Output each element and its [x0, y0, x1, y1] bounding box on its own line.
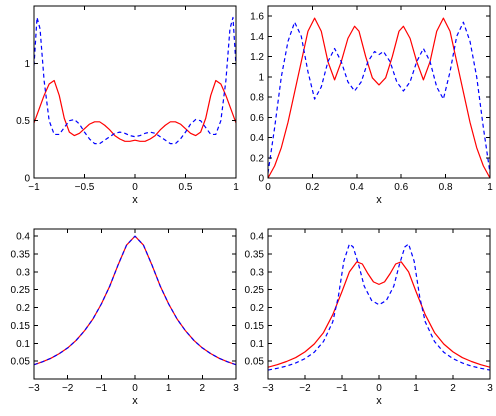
x-tick-label: −1	[336, 383, 348, 394]
x-tick-label: −1	[96, 383, 108, 394]
x-tick-label: 3	[487, 383, 493, 394]
x-tick-label: 3	[233, 383, 239, 394]
y-tick-label: 0.35	[245, 250, 265, 261]
y-tick-label: 0.1	[16, 339, 30, 350]
plot-area	[34, 235, 236, 366]
x-axis-label: x	[132, 395, 138, 407]
chart-panel-bottom-left: −3 −2 −1 0 1 2 3 0.05 0.1 0.15 0.2 0.25 0.3 0.35 0.4 x	[11, 228, 239, 407]
x-axis-label: x	[376, 194, 382, 206]
y-tick-label: 1.2	[250, 52, 264, 63]
chart-panel-bottom-right: −3 −2 −1 0 1 2 3 0.05 0.1 0.15 0.2 0.25 0.3 0.35 0.4 x	[245, 228, 493, 407]
axes-frame	[267, 5, 491, 179]
y-tick-label: 0.25	[11, 285, 31, 296]
y-tick-label: 0.05	[11, 357, 31, 368]
y-tick-label: 0.25	[245, 285, 265, 296]
x-tick-label: −2	[62, 383, 74, 394]
y-tick-label: 0.4	[250, 232, 264, 243]
x-tick-label: 1	[413, 383, 419, 394]
y-tick-label: 0	[24, 174, 30, 185]
series-line-dashed	[268, 21, 490, 174]
x-tick-label: 0	[376, 383, 382, 394]
x-tick-label: 2	[450, 383, 456, 394]
y-tick-label: 1.6	[250, 12, 264, 23]
x-tick-label: 2	[200, 383, 206, 394]
y-tick-label: 0.05	[245, 357, 265, 368]
y-tick-label: 0.2	[250, 153, 264, 164]
x-axis-label: x	[376, 395, 382, 407]
x-tick-label: 0	[132, 383, 138, 394]
plot-area	[34, 16, 236, 145]
x-tick-label: 0.6	[394, 182, 408, 193]
y-tick-label: 0.15	[11, 321, 31, 332]
y-tick-label: 1	[258, 72, 264, 83]
x-tick-label: 0.4	[350, 182, 364, 193]
x-tick-label: 0	[265, 182, 271, 193]
plot-area	[268, 17, 490, 178]
axes-frame	[33, 228, 237, 380]
chart-panel-top-right: 0 0.2 0.4 0.6 0.8 1 0 0.2 0.4 0.6 0.8 1 1.2 1.4 1.6 x	[250, 5, 493, 206]
y-tick-label: 1	[24, 59, 30, 70]
axes-frame	[33, 5, 237, 179]
x-tick-label: 0	[132, 182, 138, 193]
chart-panel-top-left: −1 −0.5 0 0.5 1 0 0.5 1 x	[16, 5, 239, 206]
y-tick-label: 0.15	[245, 321, 265, 332]
y-tick-label: 0.5	[16, 116, 30, 127]
y-tick-label: 0.6	[250, 113, 264, 124]
y-tick-label: 0.2	[250, 303, 264, 314]
series-line-dashed	[34, 235, 236, 366]
y-tick-label: 1.4	[250, 32, 264, 43]
x-tick-label: 1	[166, 383, 172, 394]
series-line-solid	[268, 17, 490, 178]
series-line-solid	[34, 235, 236, 366]
y-tick-label: 0.4	[16, 232, 30, 243]
series-line-solid	[34, 79, 236, 142]
x-tick-label: −3	[262, 383, 274, 394]
y-tick-label: 0.4	[250, 133, 264, 144]
x-tick-label: 1	[233, 182, 239, 193]
x-axis-label: x	[132, 194, 138, 206]
x-tick-label: 0.2	[305, 182, 319, 193]
plot-area	[268, 243, 490, 371]
x-tick-label: −2	[299, 383, 311, 394]
x-tick-label: 1	[487, 182, 493, 193]
x-tick-label: −3	[28, 383, 40, 394]
series-line-dashed	[34, 16, 236, 145]
axes-frame	[267, 228, 491, 380]
series-line-solid	[268, 261, 490, 368]
y-tick-label: 0.8	[250, 93, 264, 104]
x-tick-label: −1	[28, 182, 40, 193]
series-line-dashed	[268, 243, 490, 371]
y-tick-label: 0.2	[16, 303, 30, 314]
x-tick-label: −0.5	[75, 182, 95, 193]
y-tick-label: 0.35	[11, 250, 31, 261]
y-tick-label: 0	[258, 174, 264, 185]
y-tick-label: 0.3	[16, 267, 30, 278]
y-tick-label: 0.1	[250, 339, 264, 350]
x-tick-label: 0.8	[439, 182, 453, 193]
y-tick-label: 0.3	[250, 267, 264, 278]
x-tick-label: 0.5	[179, 182, 193, 193]
